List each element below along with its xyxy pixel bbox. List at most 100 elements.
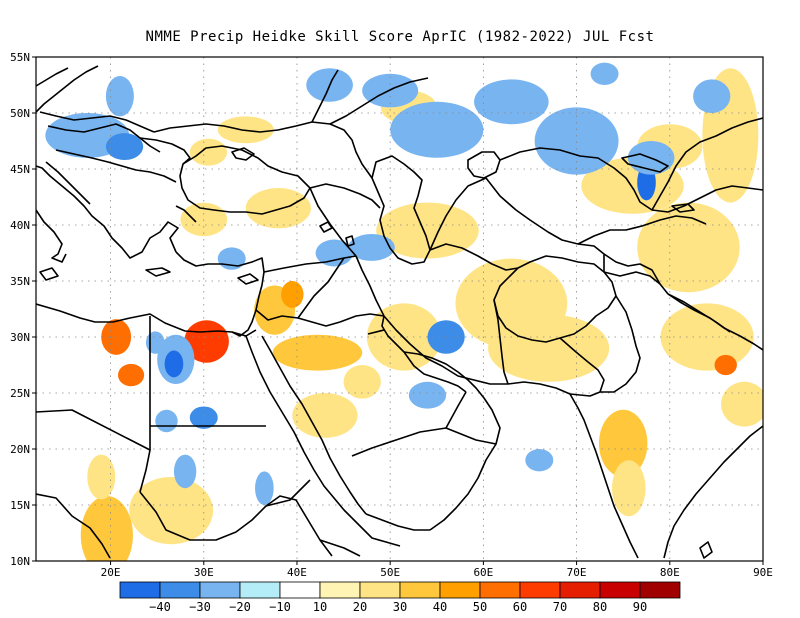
- greece-coast: [36, 165, 179, 259]
- lon-tick-label: 20E: [101, 566, 121, 579]
- colorbar-swatch: [519, 581, 561, 599]
- kazakhstan-border: [429, 147, 763, 251]
- gulf-of-aden: [351, 513, 430, 547]
- coastlines-and-borders: [36, 65, 763, 559]
- europe-north-coast: [36, 65, 99, 113]
- lake-van: [319, 221, 333, 233]
- india-east-coast: [663, 425, 763, 559]
- balkan-border: [55, 149, 177, 183]
- colorbar-tick-label: 80: [593, 600, 607, 614]
- colorbar-swatch: [399, 581, 441, 599]
- lat-tick-label: 20N: [10, 443, 30, 456]
- skill-patch: [408, 381, 447, 409]
- lon-tick-label: 90E: [753, 566, 773, 579]
- colorbar-swatch: [479, 581, 521, 599]
- black-sea: [179, 145, 311, 215]
- skill-patch: [693, 79, 731, 113]
- map-axes: 55N 50N 45N 40N 35N 30N 25N 20N 15N 10N 20E 30E 40E 5…: [10, 51, 773, 579]
- skill-patch: [189, 138, 228, 166]
- lon-tick-label: 60E: [473, 566, 493, 579]
- colorbar-tick-label: −20: [229, 600, 251, 614]
- colorbar-swatch: [359, 581, 401, 599]
- yemen-border: [351, 427, 497, 457]
- skill-patch: [105, 133, 144, 161]
- issyk-kul: [671, 203, 695, 213]
- crete: [145, 267, 171, 277]
- bosporus: [175, 205, 197, 223]
- colorbar-swatch: [439, 581, 481, 599]
- caucasus-border: [309, 183, 381, 209]
- skill-patch: [155, 409, 178, 433]
- lake-balkhash: [621, 153, 669, 173]
- map-frame: [35, 56, 764, 562]
- aral-sea: [467, 151, 501, 179]
- skill-patch: [721, 381, 763, 427]
- china-west-border: [603, 253, 661, 285]
- oman-border: [445, 391, 467, 429]
- lat-tick-label: 25N: [10, 387, 30, 400]
- skill-patch: [101, 319, 132, 355]
- colorbar-tick-label: 30: [393, 600, 407, 614]
- skill-patch: [180, 202, 228, 237]
- lat-tick-label: 30N: [10, 331, 30, 344]
- lat-tick-label: 10N: [10, 555, 30, 568]
- lon-tick-label: 40E: [287, 566, 307, 579]
- persian-gulf: [381, 315, 467, 393]
- colorbar: −40 −30 −20 −10 10 20 30 40 50 60 70 80 90: [119, 581, 681, 614]
- lon-tick-label: 80E: [660, 566, 680, 579]
- lat-tick-label: 15N: [10, 499, 30, 512]
- syria-turkey-border: [263, 255, 357, 273]
- lat-tick-label: 55N: [10, 51, 30, 64]
- colorbar-swatch: [159, 581, 201, 599]
- skill-patch: [272, 334, 363, 371]
- skill-patch: [474, 79, 549, 125]
- arabia-southeast-coast: [403, 351, 501, 531]
- skill-patch: [245, 188, 311, 229]
- colorbar-tick-label: −40: [149, 600, 171, 614]
- colorbar-tick-label: 40: [433, 600, 447, 614]
- graticule: [36, 57, 763, 561]
- colorbar-tick-label: 10: [313, 600, 327, 614]
- skill-patch: [87, 454, 116, 500]
- colorbar-tick-label: 50: [473, 600, 487, 614]
- lat-tick-label: 45N: [10, 163, 30, 176]
- adriatic-coast: [45, 161, 91, 205]
- iran-east-border: [493, 299, 509, 385]
- colorbar-swatch: [279, 581, 321, 599]
- iran-north-border: [429, 243, 519, 271]
- skill-patch: [118, 363, 145, 387]
- map-title: NMME Precip Heidke Skill Score AprIC (19…: [145, 29, 655, 45]
- skill-patch: [366, 303, 442, 371]
- red-sea-east: [261, 335, 367, 515]
- colorbar-tick-label: 60: [513, 600, 527, 614]
- sicily: [39, 267, 59, 281]
- italy-coast: [36, 209, 67, 263]
- volga-region: [311, 69, 429, 125]
- carpathian-border: [47, 123, 161, 153]
- lat-tick-label: 40N: [10, 219, 30, 232]
- skill-patch: [376, 202, 479, 259]
- iran-coast: [383, 315, 571, 395]
- sudan-border: [139, 491, 333, 557]
- skill-patch: [660, 303, 754, 371]
- iraq-border: [297, 257, 385, 323]
- iran-iraq-border: [355, 255, 385, 317]
- skill-patch: [80, 496, 133, 561]
- kyrgyz-border: [577, 215, 707, 245]
- colorbar-tick-label: 90: [633, 600, 647, 614]
- nepal-border: [667, 293, 731, 333]
- lat-tick-label: 50N: [10, 107, 30, 120]
- skill-patch: [105, 76, 134, 117]
- cyprus: [237, 273, 259, 285]
- skill-patch: [390, 101, 484, 158]
- colorbar-swatch: [199, 581, 241, 599]
- skill-patch: [173, 454, 197, 489]
- colorbar-tick-label: −10: [269, 600, 291, 614]
- colorbar-swatch: [239, 581, 281, 599]
- skill-patch: [488, 314, 610, 382]
- caspian-sea: [371, 155, 431, 265]
- red-sea-west: [245, 335, 353, 519]
- india-pakistan-border: [600, 295, 641, 393]
- anatolia-south-coast: [175, 251, 265, 273]
